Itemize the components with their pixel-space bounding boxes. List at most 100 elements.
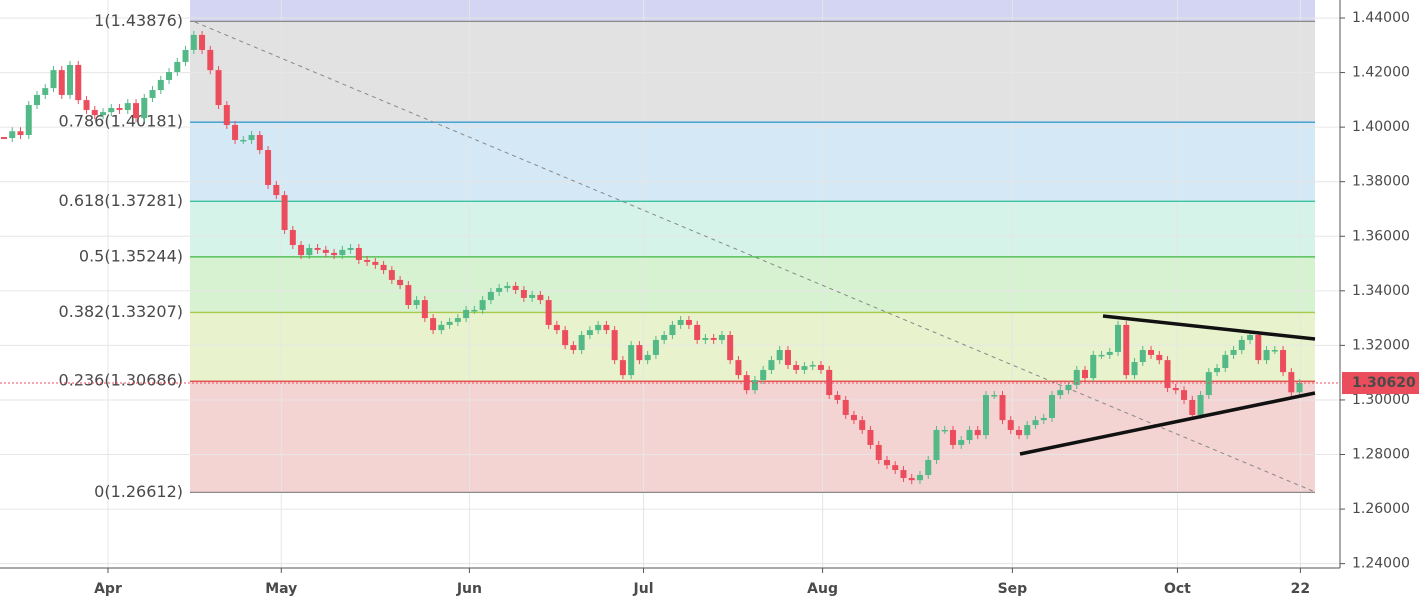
candle-body	[661, 335, 668, 340]
candle-body	[75, 64, 82, 101]
candle-body	[1098, 354, 1105, 357]
candle-body	[1082, 369, 1089, 379]
fib-band	[190, 256, 1315, 313]
candle-body	[867, 429, 874, 445]
candle-body	[190, 34, 197, 50]
candle-body	[1131, 362, 1138, 376]
candle-body	[273, 184, 280, 196]
candle-body	[298, 244, 305, 256]
candle-body	[628, 345, 635, 376]
fib-band	[190, 201, 1315, 257]
candle-body	[743, 375, 750, 391]
candle-body	[1139, 350, 1146, 363]
candle-body	[479, 300, 486, 310]
trend-line	[1102, 314, 1316, 341]
fib-band	[190, 122, 1315, 202]
candle-body	[760, 369, 767, 381]
candle-body	[1065, 384, 1072, 391]
candle-body	[9, 131, 16, 139]
candle-body	[166, 72, 173, 80]
candle-body	[50, 70, 57, 89]
candle-body	[248, 135, 255, 140]
candle-body	[1189, 399, 1196, 415]
grid	[0, 0, 1340, 568]
candle-body	[1156, 354, 1163, 361]
candle-body	[388, 270, 395, 280]
candle-body	[512, 285, 519, 291]
candle-body	[1214, 368, 1221, 373]
candle-body	[1073, 369, 1080, 385]
candle-body	[908, 477, 915, 481]
candle-body	[1172, 387, 1179, 391]
candle-body	[603, 324, 610, 331]
candle-body	[504, 285, 511, 289]
candle-body	[1148, 350, 1155, 355]
x-tick-label: Oct	[1164, 581, 1191, 597]
candle-body	[182, 49, 189, 62]
fib-level-label: 0.618(1.37281)	[59, 191, 183, 210]
candle-body	[611, 330, 618, 361]
candle-body	[306, 247, 313, 256]
candle-body	[974, 429, 981, 436]
candle-body	[710, 338, 717, 340]
candle-body	[768, 360, 775, 370]
candle-body	[809, 365, 816, 367]
y-tick-label: 1.40000	[1352, 119, 1410, 135]
candle-body	[17, 131, 24, 136]
candle-body	[1288, 372, 1295, 393]
candle-body	[958, 440, 965, 445]
fib-band	[190, 0, 1315, 22]
candle-body	[487, 291, 494, 301]
candle-body	[1, 137, 8, 140]
candle-body	[784, 350, 791, 366]
x-tick-label: Apr	[94, 581, 122, 597]
fib-level-label: 0.786(1.40181)	[59, 112, 183, 131]
candle-body	[718, 335, 725, 340]
candle-body	[949, 429, 956, 445]
candle-body	[58, 70, 65, 95]
candle-body	[941, 429, 948, 432]
candle-body	[545, 300, 552, 325]
candle-body	[108, 108, 115, 113]
candle-body	[314, 247, 321, 250]
candle-body	[999, 395, 1006, 421]
candle-body	[215, 70, 222, 106]
candle-body	[124, 103, 131, 110]
candle-body	[1032, 420, 1039, 426]
candle-body	[331, 252, 338, 256]
fib-level-label: 0.382(1.33207)	[59, 302, 183, 321]
fib-trend-line	[194, 21, 1316, 493]
candle-body	[669, 324, 676, 336]
candle-body	[133, 103, 140, 119]
candle-body	[776, 350, 783, 361]
y-tick-label: 1.26000	[1352, 501, 1410, 517]
x-tick-label: Sep	[998, 581, 1028, 597]
candle-body	[694, 324, 701, 340]
candle-body	[834, 395, 841, 400]
candle-body	[1015, 429, 1022, 436]
candle-body	[355, 247, 362, 260]
candle-body	[1007, 420, 1014, 430]
candle-body	[413, 300, 420, 306]
y-tick-label: 1.24000	[1352, 556, 1410, 572]
candle-body	[322, 249, 329, 253]
x-tick-label: Aug	[807, 581, 838, 597]
candle-body	[1197, 395, 1204, 415]
candle-body	[793, 365, 800, 370]
candle-body	[83, 100, 90, 110]
candle-body	[1230, 350, 1237, 355]
candle-body	[644, 354, 651, 361]
candle-body	[364, 259, 371, 262]
candle-body	[751, 380, 758, 391]
y-tick-label: 1.38000	[1352, 174, 1410, 190]
fib-level-label: 0.5(1.35244)	[79, 246, 183, 265]
candle-body	[1296, 383, 1303, 393]
candle-body	[1271, 350, 1278, 352]
candle-body	[578, 335, 585, 351]
candle-body	[207, 49, 214, 71]
candle-body	[982, 395, 989, 436]
candle-body	[595, 324, 602, 331]
candle-body	[339, 249, 346, 256]
candle-body	[91, 109, 98, 116]
